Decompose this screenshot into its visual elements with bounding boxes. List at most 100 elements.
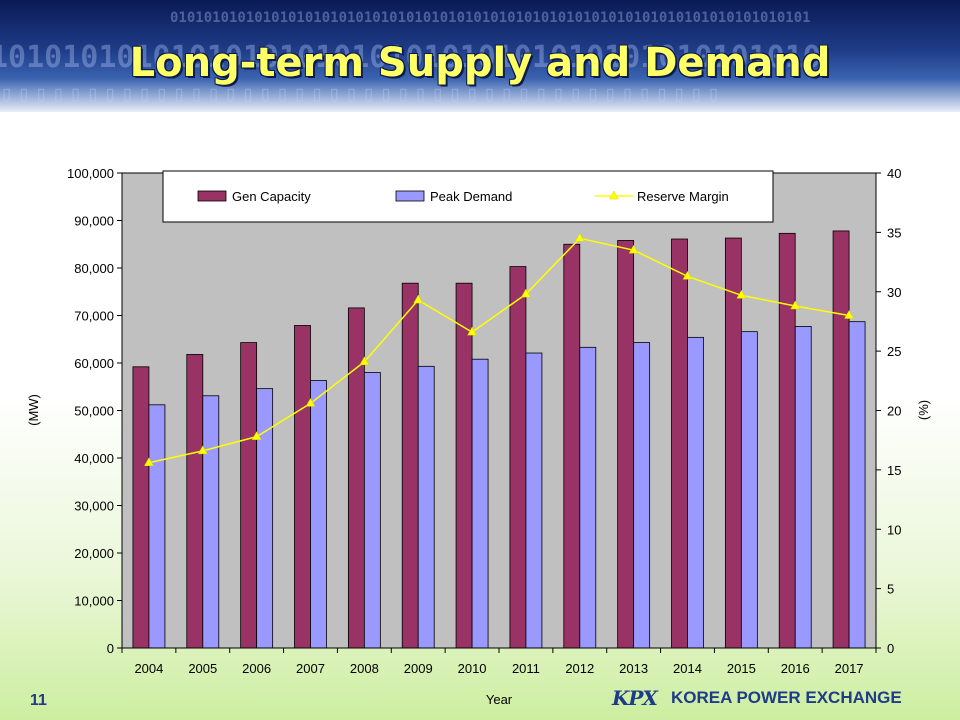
x-tick-label: 2012 <box>565 661 594 676</box>
y2-tick-label: 20 <box>887 404 901 419</box>
bar-peak-demand-2014 <box>687 336 704 649</box>
x-tick-label: 2004 <box>134 661 163 676</box>
bar-gen-capacity-2004 <box>132 366 150 649</box>
y-tick-label: 60,000 <box>74 356 114 371</box>
y2-tick-label: 0 <box>887 641 894 656</box>
plot-area <box>121 172 877 649</box>
legend-label-reserve-margin: Reserve Margin <box>637 189 729 204</box>
reserve-margin-point-2007 <box>305 397 316 407</box>
x-tick-label: 2008 <box>350 661 379 676</box>
reserve-margin-point-2004 <box>144 457 154 466</box>
y-tick-label: 50,000 <box>74 404 114 419</box>
bar-gen-capacity-2007 <box>294 325 311 649</box>
y2-tick-label: 25 <box>887 344 901 359</box>
bar-peak-demand-2011 <box>525 352 543 649</box>
bar-peak-demand-2009 <box>417 365 435 649</box>
reserve-margin-point-2012 <box>574 232 585 242</box>
x-tick-label: 2014 <box>673 661 702 676</box>
x-tick-label: 2009 <box>404 661 433 676</box>
x-tick-label: 2017 <box>835 661 864 676</box>
binary-pattern-decoration: 1010101010101010101010101010101010101010… <box>0 40 821 75</box>
title-banner: 0101010101010101010101010101010101010101… <box>0 0 960 112</box>
kpx-logo-mark: KPX <box>612 686 658 710</box>
bar-gen-capacity-2009 <box>401 282 419 649</box>
y-tick-label: 80,000 <box>74 261 114 276</box>
y2-tick-label: 40 <box>887 166 901 181</box>
right-y-axis: 0 5 10 15 20 25 30 35 40 <box>875 166 901 656</box>
y-tick-label: 20,000 <box>74 546 114 561</box>
reserve-margin-point-2013 <box>628 244 639 254</box>
y2-tick-label: 15 <box>887 463 901 478</box>
left-y-axis: 0 10,000 20,000 30,000 40,000 50,000 60,000 70,… <box>67 166 123 656</box>
company-logo: KPX KOREA POWER EXCHANGE <box>612 683 902 713</box>
bar-gen-capacity-2010 <box>455 282 473 649</box>
bar-gen-capacity-2005 <box>186 354 204 649</box>
bar-group <box>132 230 866 649</box>
reserve-margin-point-2010 <box>467 326 477 336</box>
bar-gen-capacity-2012 <box>563 243 581 649</box>
y2-tick-label: 30 <box>887 285 901 300</box>
bar-peak-demand-2005 <box>202 395 220 649</box>
bar-gen-capacity-2017 <box>832 230 850 649</box>
binary-pattern-decoration: ▯▯▯▯▯▯▯▯▯▯▯▯▯▯▯▯▯▯▯▯▯▯▯▯▯▯▯▯▯▯▯▯▯▯▯▯▯▯▯▯… <box>0 82 725 107</box>
bar-peak-demand-2008 <box>363 372 381 649</box>
reserve-margin-line-group <box>144 232 854 466</box>
bar-gen-capacity-2016 <box>778 232 796 649</box>
bar-peak-demand-2016 <box>794 326 812 649</box>
bar-gen-capacity-2015 <box>724 237 742 649</box>
y2-tick-label: 10 <box>887 522 901 537</box>
bar-gen-capacity-2011 <box>509 266 527 649</box>
y-axis-title: (MW) <box>26 394 41 426</box>
reserve-margin-point-2011 <box>521 288 531 298</box>
bar-peak-demand-2010 <box>471 358 489 649</box>
y-tick-label: 90,000 <box>74 214 114 229</box>
bar-peak-demand-2004 <box>148 404 166 649</box>
x-tick-label: 2015 <box>727 661 756 676</box>
reserve-margin-point-2016 <box>790 300 801 310</box>
y-tick-label: 30,000 <box>74 499 114 514</box>
y-tick-label: 10,000 <box>74 594 114 609</box>
x-axis-title: Year <box>486 692 513 707</box>
bar-peak-demand-2013 <box>633 342 651 649</box>
y-tick-label: 40,000 <box>74 451 114 466</box>
company-name: KOREA POWER EXCHANGE <box>670 688 902 707</box>
x-tick-label: 2005 <box>188 661 217 676</box>
legend-swatch-gen-capacity <box>197 190 227 202</box>
reserve-margin-point-2008 <box>359 356 370 366</box>
bar-peak-demand-2012 <box>579 346 597 649</box>
legend-label-gen-capacity: Gen Capacity <box>232 189 311 204</box>
y-tick-label: 100,000 <box>67 166 114 181</box>
x-tick-label: 2007 <box>296 661 325 676</box>
reserve-margin-point-2014 <box>682 270 693 280</box>
bar-peak-demand-2007 <box>310 380 327 649</box>
page-number: 11 <box>30 692 47 709</box>
bar-gen-capacity-2008 <box>347 307 365 649</box>
x-tick-label: 2006 <box>242 661 271 676</box>
bar-peak-demand-2017 <box>848 321 866 649</box>
x-tick-label: 2010 <box>458 661 487 676</box>
y2-tick-label: 35 <box>887 225 901 240</box>
x-tick-label: 2011 <box>512 661 540 676</box>
chart-legend: Gen Capacity Peak Demand Reserve Margin <box>162 170 774 223</box>
y-tick-label: 0 <box>107 641 114 656</box>
x-axis: 2004 2005 2006 2007 2008 2009 2010 2011 2012 2013… <box>121 647 877 676</box>
x-tick-label: 2013 <box>619 661 648 676</box>
binary-pattern-decoration: 0101010101010101010101010101010101010101… <box>170 10 811 26</box>
bar-gen-capacity-2014 <box>671 238 688 649</box>
bar-peak-demand-2015 <box>740 331 758 649</box>
reserve-margin-point-2006 <box>251 431 262 440</box>
legend-marker-reserve-margin <box>609 190 619 200</box>
reserve-margin-line <box>148 237 850 464</box>
reserve-margin-point-2009 <box>413 294 424 304</box>
y-tick-label: 70,000 <box>74 309 114 324</box>
reserve-margin-point-2015 <box>736 289 747 299</box>
x-tick-label: 2016 <box>781 661 810 676</box>
legend-swatch-peak-demand <box>395 190 425 202</box>
legend-label-peak-demand: Peak Demand <box>430 189 512 204</box>
reserve-margin-point-2017 <box>844 309 854 319</box>
y2-tick-label: 5 <box>887 582 894 597</box>
legend-box <box>162 170 774 223</box>
bar-gen-capacity-2013 <box>617 240 635 649</box>
y2-axis-title: (%) <box>916 400 931 420</box>
